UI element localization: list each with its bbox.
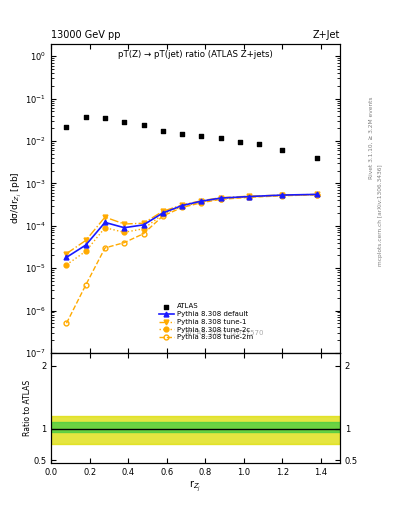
Text: pT(Z) → pT(jet) ratio (ATLAS Z+jets): pT(Z) → pT(jet) ratio (ATLAS Z+jets) [118,50,273,59]
Pythia 8.308 tune-2m [180,204,184,210]
Pythia 8.308 tune-1 [103,214,107,220]
ATLAS [217,134,224,142]
Pythia 8.308 tune-1 [122,221,127,227]
Pythia 8.308 tune-1 [64,250,69,257]
Pythia 8.308 default [218,195,223,201]
Pythia 8.308 default [141,222,146,228]
Pythia 8.308 tune-2c [160,211,165,218]
Pythia 8.308 tune-2m [280,193,285,199]
Pythia 8.308 tune-2c [122,229,127,236]
ATLAS [256,140,262,148]
ATLAS [102,114,108,122]
Y-axis label: dσ/dr$_{Z_j}$ [pb]: dσ/dr$_{Z_j}$ [pb] [9,172,24,224]
ATLAS [237,138,243,146]
ATLAS [160,127,166,135]
Pythia 8.308 tune-2m [199,200,204,206]
Pythia 8.308 tune-1 [280,192,285,198]
Pythia 8.308 tune-2m [218,196,223,202]
Y-axis label: Ratio to ATLAS: Ratio to ATLAS [23,380,32,436]
Pythia 8.308 default [122,225,127,231]
ATLAS [279,146,285,155]
ATLAS [83,113,89,121]
Pythia 8.308 tune-1 [247,193,252,199]
Pythia 8.308 tune-2c [141,226,146,232]
Pythia 8.308 tune-2c [247,194,252,200]
Pythia 8.308 default [199,198,204,204]
Pythia 8.308 default [280,192,285,198]
Pythia 8.308 tune-2c [103,225,107,231]
Pythia 8.308 tune-2m [64,320,69,326]
Text: Rivet 3.1.10, ≥ 3.2M events: Rivet 3.1.10, ≥ 3.2M events [369,97,374,180]
Pythia 8.308 tune-2m [83,282,88,288]
Pythia 8.308 tune-1 [199,198,204,204]
Pythia 8.308 default [180,202,184,208]
Pythia 8.308 tune-2m [103,245,107,251]
Pythia 8.308 default [83,242,88,248]
Line: Pythia 8.308 tune-2m: Pythia 8.308 tune-2m [64,193,319,326]
Text: 13000 GeV pp: 13000 GeV pp [51,30,121,40]
Pythia 8.308 tune-1 [314,191,319,198]
Pythia 8.308 default [314,191,319,198]
Line: Pythia 8.308 tune-1: Pythia 8.308 tune-1 [64,192,319,256]
Pythia 8.308 tune-2m [247,194,252,200]
Legend: ATLAS, Pythia 8.308 default, Pythia 8.308 tune-1, Pythia 8.308 tune-2c, Pythia 8: ATLAS, Pythia 8.308 default, Pythia 8.30… [156,301,255,343]
Pythia 8.308 default [160,210,165,216]
ATLAS [63,122,70,131]
Pythia 8.308 tune-2c [64,262,69,268]
Text: mcplots.cern.ch [arXiv:1306.3436]: mcplots.cern.ch [arXiv:1306.3436] [378,164,383,266]
Pythia 8.308 tune-2m [141,230,146,237]
Line: Pythia 8.308 default: Pythia 8.308 default [64,192,319,260]
Pythia 8.308 tune-2m [160,213,165,219]
Pythia 8.308 tune-2c [280,193,285,199]
X-axis label: r$_{Z_j}$: r$_{Z_j}$ [189,479,202,494]
Pythia 8.308 tune-2m [122,240,127,246]
Text: Z+Jet: Z+Jet [312,30,340,40]
Pythia 8.308 tune-2c [199,199,204,205]
Pythia 8.308 default [247,194,252,200]
ATLAS [140,121,147,129]
Pythia 8.308 tune-2c [83,248,88,254]
Pythia 8.308 tune-1 [180,202,184,208]
Pythia 8.308 tune-1 [83,238,88,244]
Pythia 8.308 default [103,219,107,225]
Pythia 8.308 tune-1 [141,220,146,226]
Text: ATLAS_2022_I2077570: ATLAS_2022_I2077570 [185,329,264,336]
Pythia 8.308 tune-2c [180,203,184,209]
ATLAS [314,154,320,162]
Line: Pythia 8.308 tune-2c: Pythia 8.308 tune-2c [64,193,319,267]
Pythia 8.308 tune-1 [218,195,223,201]
Pythia 8.308 tune-2m [314,191,319,198]
Pythia 8.308 default [64,254,69,261]
ATLAS [198,132,204,140]
ATLAS [121,118,127,126]
ATLAS [179,130,185,138]
Pythia 8.308 tune-2c [218,196,223,202]
Pythia 8.308 tune-2c [314,191,319,198]
Pythia 8.308 tune-1 [160,208,165,215]
